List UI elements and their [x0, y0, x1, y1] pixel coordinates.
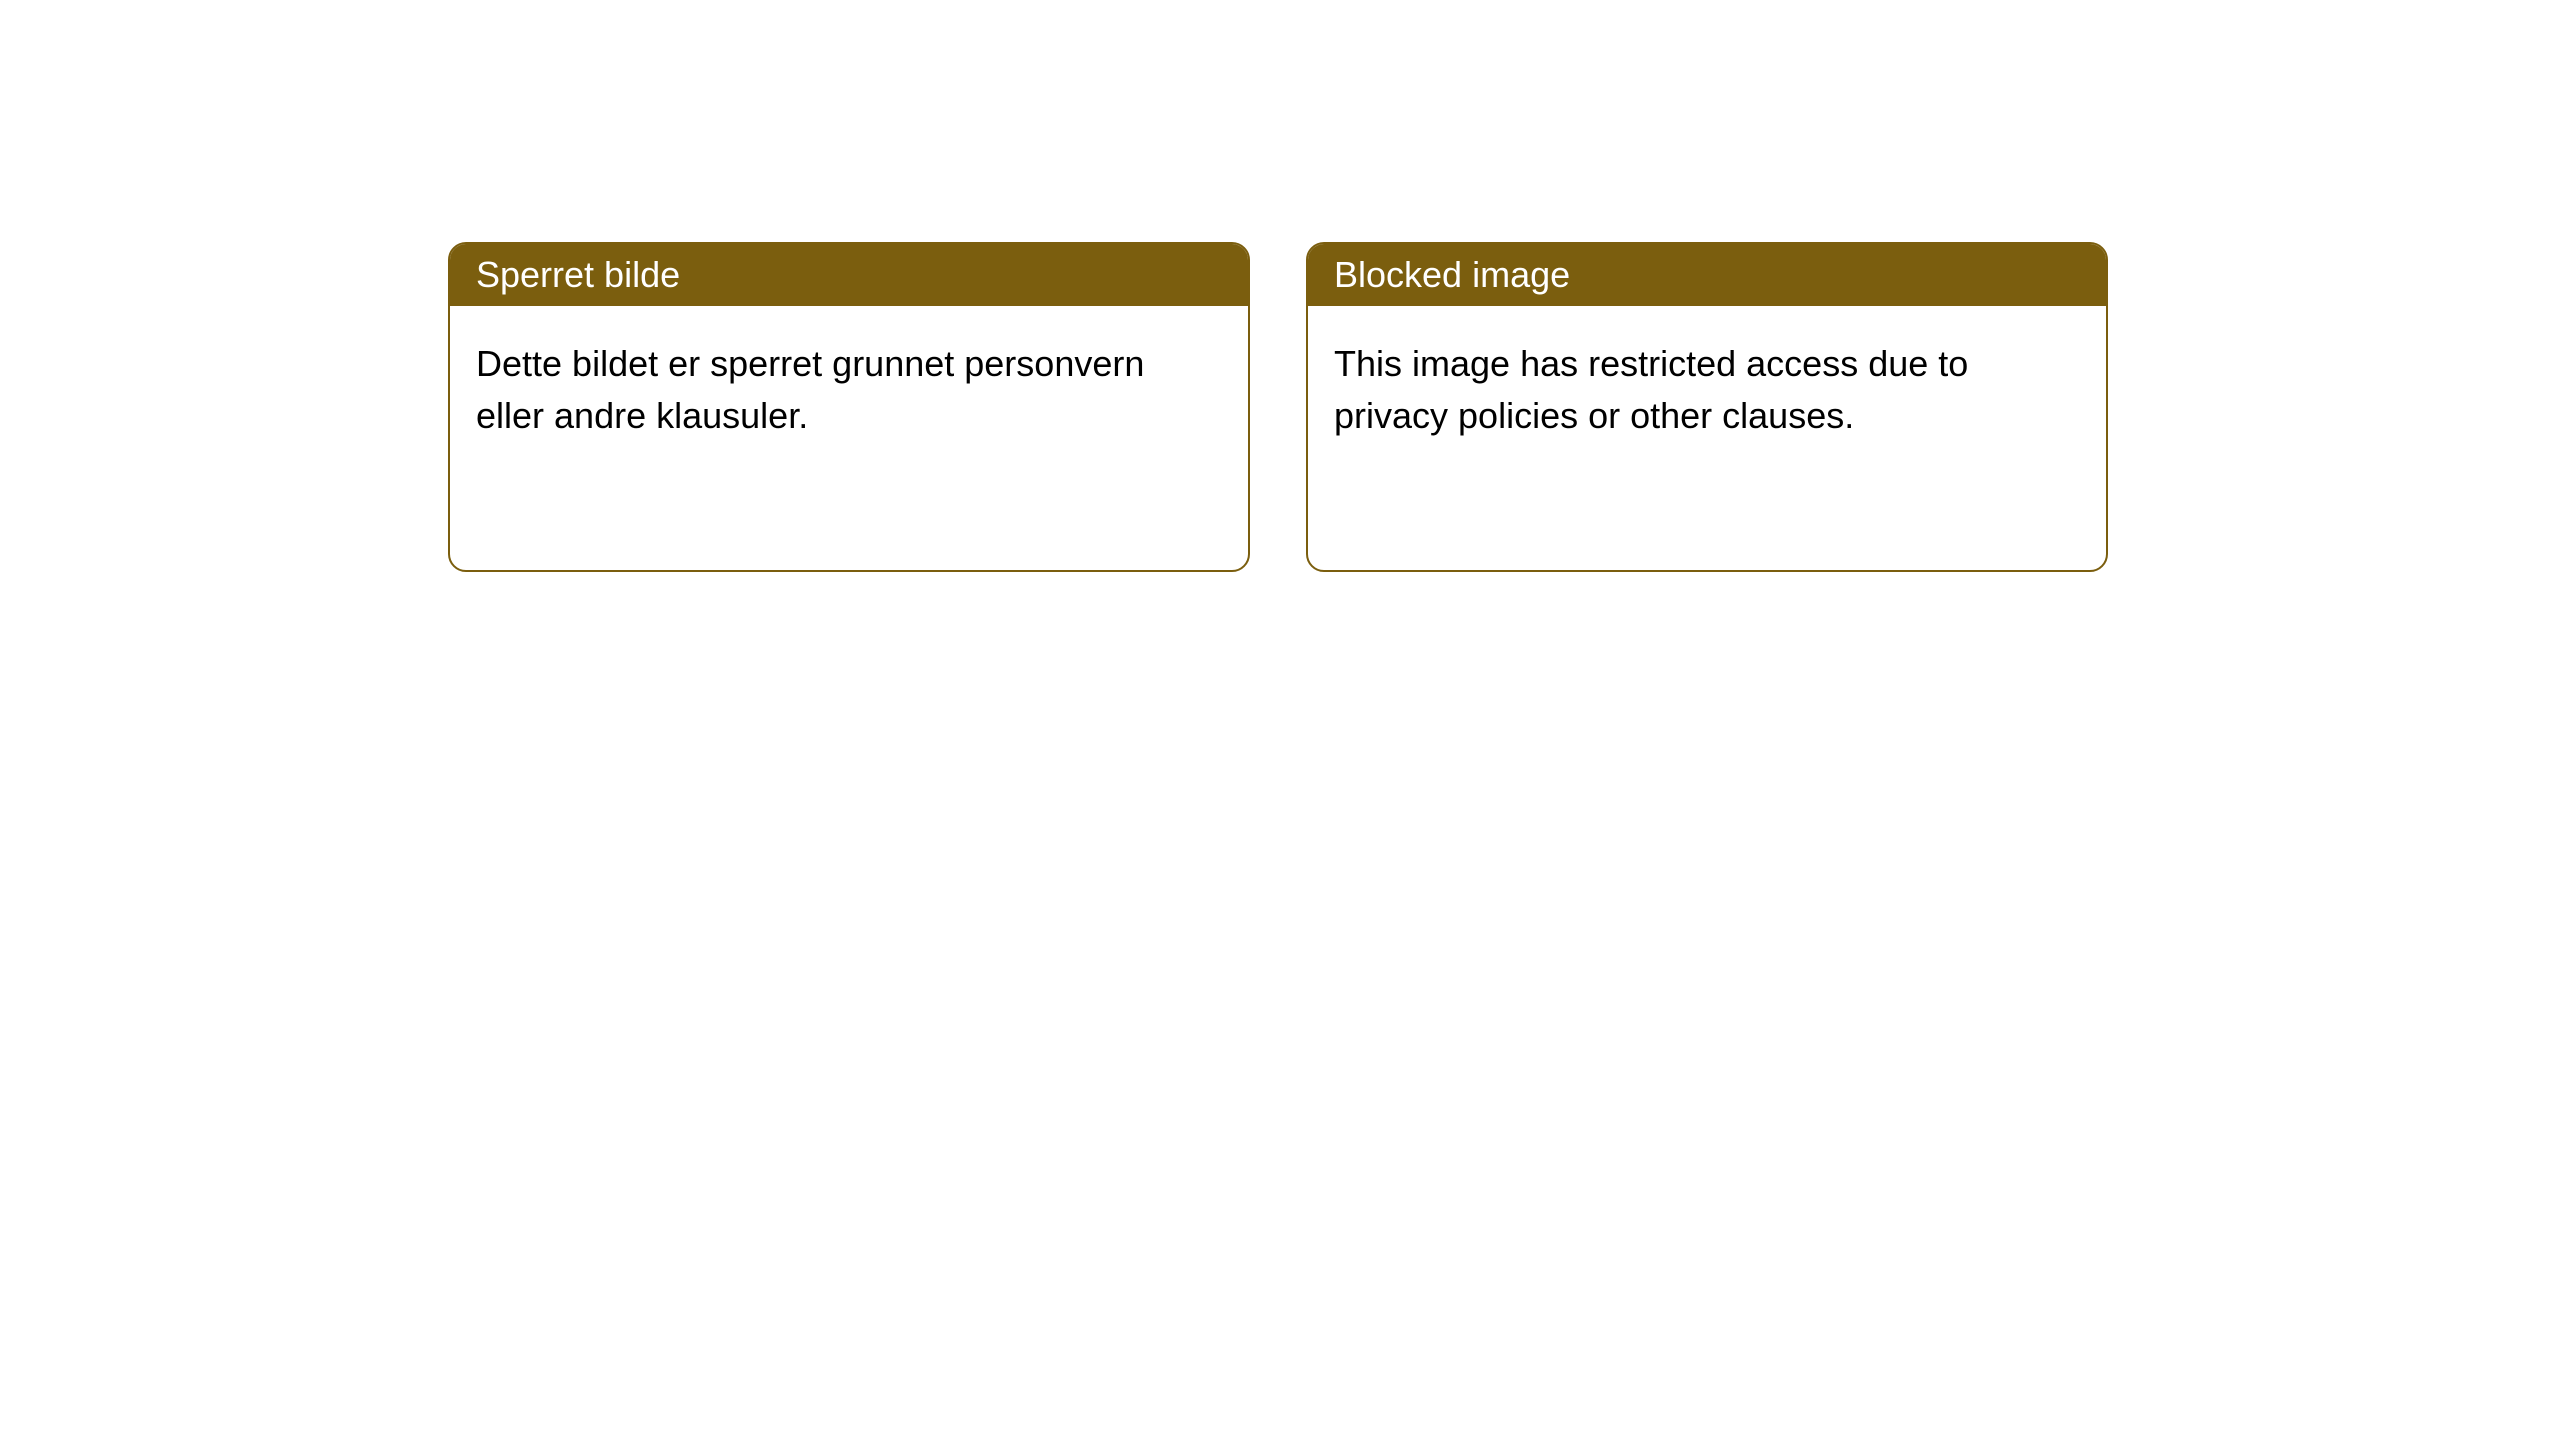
card-body-text: This image has restricted access due to … — [1334, 343, 1968, 436]
notice-card-english: Blocked image This image has restricted … — [1306, 242, 2108, 572]
card-body-text: Dette bildet er sperret grunnet personve… — [476, 343, 1144, 436]
notice-card-norwegian: Sperret bilde Dette bildet er sperret gr… — [448, 242, 1250, 572]
card-header-text: Sperret bilde — [476, 254, 680, 295]
card-header: Sperret bilde — [450, 244, 1248, 306]
card-body: Dette bildet er sperret grunnet personve… — [450, 306, 1248, 570]
card-header: Blocked image — [1308, 244, 2106, 306]
notice-cards-container: Sperret bilde Dette bildet er sperret gr… — [448, 242, 2108, 572]
card-header-text: Blocked image — [1334, 254, 1570, 295]
card-body: This image has restricted access due to … — [1308, 306, 2106, 570]
